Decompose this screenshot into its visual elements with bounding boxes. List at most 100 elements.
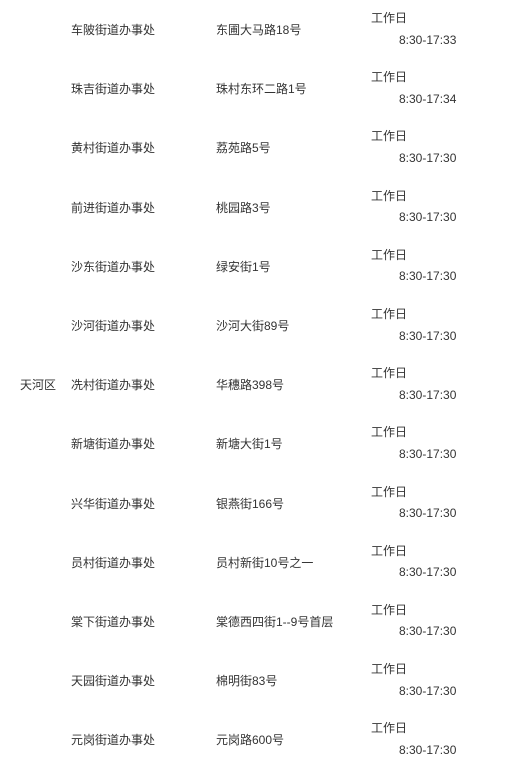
address-cell: 沙河大街89号 [210, 296, 365, 355]
table-row: 珠吉街道办事处 珠村东环二路1号 工作日8:30-17:34 [0, 59, 511, 118]
table-row: 沙河街道办事处 沙河大街89号 工作日8:30-17:30 [0, 296, 511, 355]
hours-label: 工作日 [371, 363, 505, 385]
hours-cell: 工作日8:30-17:30 [365, 296, 511, 355]
table-row: 沙东街道办事处绿安街1号工作日8:30-17:30 [0, 237, 511, 296]
hours-cell: 工作日8:30-17:30 [365, 710, 511, 769]
hours-time: 8:30-17:30 [371, 681, 505, 703]
office-cell: 兴华街道办事处 [65, 474, 210, 533]
office-name: 元岗街道办事处 [71, 733, 155, 747]
hours-label: 工作日 [371, 8, 505, 30]
address-text: 珠村东环二路1号 [216, 82, 307, 96]
address-cell: 荔苑路5号 [210, 118, 365, 177]
hours-time: 8:30-17:30 [371, 207, 505, 229]
hours-label: 工作日 [371, 422, 505, 444]
hours-time: 8:30-17:30 [371, 326, 505, 348]
address-text: 荔苑路5号 [216, 141, 271, 155]
hours-label: 工作日 [371, 718, 505, 740]
office-name: 新塘街道办事处 [71, 437, 155, 451]
hours-time: 8:30-17:34 [371, 89, 505, 111]
address-cell: 绿安街1号 [210, 237, 365, 296]
office-name: 冼村街道办事处 [71, 378, 155, 392]
address-text: 东圃大马路18号 [216, 23, 301, 37]
hours-cell: 工作日8:30-17:30 [365, 237, 511, 296]
hours-cell: 工作日8:30-17:30 [365, 474, 511, 533]
table-row: 天河区车陂街道办事处东圃大马路18号工作日8:30-17:33 [0, 0, 511, 59]
hours-label: 工作日 [371, 482, 505, 504]
table-row: 冼村街道办事处 华穗路398号 工作日8:30-17:30 [0, 355, 511, 414]
address-cell: 银燕街166号 [210, 474, 365, 533]
hours-label: 工作日 [371, 186, 505, 208]
hours-label: 工作日 [371, 67, 505, 89]
office-cell: 前进街道办事处 [65, 178, 210, 237]
office-name: 兴华街道办事处 [71, 497, 155, 511]
hours-label: 工作日 [371, 304, 505, 326]
table-row: 元岗街道办事处 元岗路600号 工作日8:30-17:30 [0, 710, 511, 769]
hours-time: 8:30-17:30 [371, 148, 505, 170]
hours-time: 8:30-17:30 [371, 444, 505, 466]
hours-time: 8:30-17:30 [371, 740, 505, 762]
hours-time: 8:30-17:30 [371, 503, 505, 525]
table-row: 棠下街道办事处 棠德西四街1--9号首层 工作日8:30-17:30 [0, 592, 511, 651]
address-text: 华穗路398号 [216, 378, 284, 392]
hours-label: 工作日 [371, 126, 505, 148]
hours-label: 工作日 [371, 600, 505, 622]
hours-cell: 工作日8:30-17:30 [365, 178, 511, 237]
address-text: 棠德西四街1--9号首层 [216, 615, 333, 629]
hours-cell: 工作日8:30-17:30 [365, 651, 511, 710]
hours-label: 工作日 [371, 245, 505, 267]
address-text: 新塘大街1号 [216, 437, 283, 451]
office-cell: 员村街道办事处 [65, 533, 210, 592]
office-name: 前进街道办事处 [71, 201, 155, 215]
hours-label: 工作日 [371, 659, 505, 681]
table-row: 天园街道办事处 棉明街83号 工作日8:30-17:30 [0, 651, 511, 710]
hours-cell: 工作日8:30-17:30 [365, 118, 511, 177]
office-name: 珠吉街道办事处 [71, 82, 155, 96]
address-cell: 东圃大马路18号 [210, 0, 365, 59]
office-cell: 沙河街道办事处 [65, 296, 210, 355]
hours-time: 8:30-17:30 [371, 562, 505, 584]
office-cell: 黄村街道办事处 [65, 118, 210, 177]
office-cell: 棠下街道办事处 [65, 592, 210, 651]
address-cell: 桃园路3号 [210, 178, 365, 237]
office-name: 沙河街道办事处 [71, 319, 155, 333]
office-name: 员村街道办事处 [71, 556, 155, 570]
district-cell: 天河区 [0, 0, 65, 769]
address-text: 桃园路3号 [216, 201, 271, 215]
office-name: 黄村街道办事处 [71, 141, 155, 155]
address-cell: 员村新街10号之一 [210, 533, 365, 592]
address-cell: 元岗路600号 [210, 710, 365, 769]
address-text: 沙河大街89号 [216, 319, 289, 333]
office-name: 棠下街道办事处 [71, 615, 155, 629]
hours-time: 8:30-17:30 [371, 621, 505, 643]
office-cell: 元岗街道办事处 [65, 710, 210, 769]
table-row: 兴华街道办事处 银燕街166号 工作日8:30-17:30 [0, 474, 511, 533]
hours-label: 工作日 [371, 541, 505, 563]
address-text: 员村新街10号之一 [216, 556, 313, 570]
office-table: 天河区车陂街道办事处东圃大马路18号工作日8:30-17:33珠吉街道办事处珠村… [0, 0, 511, 769]
district-label: 天河区 [20, 378, 56, 392]
hours-cell: 工作日8:30-17:30 [365, 592, 511, 651]
hours-cell: 工作日8:30-17:33 [365, 0, 511, 59]
table-row: 黄村街道办事处 荔苑路5号 工作日8:30-17:30 [0, 118, 511, 177]
address-cell: 华穗路398号 [210, 355, 365, 414]
address-text: 棉明街83号 [216, 674, 277, 688]
hours-cell: 工作日8:30-17:34 [365, 59, 511, 118]
office-cell: 车陂街道办事处 [65, 0, 210, 59]
office-cell: 天园街道办事处 [65, 651, 210, 710]
address-cell: 棉明街83号 [210, 651, 365, 710]
table-row: 员村街道办事处 员村新街10号之一 工作日8:30-17:30 [0, 533, 511, 592]
address-text: 元岗路600号 [216, 733, 284, 747]
hours-time: 8:30-17:30 [371, 385, 505, 407]
address-cell: 珠村东环二路1号 [210, 59, 365, 118]
table-row: 前进街道办事处 桃园路3号 工作日8:30-17:30 [0, 178, 511, 237]
office-cell: 冼村街道办事处 [65, 355, 210, 414]
office-cell: 珠吉街道办事处 [65, 59, 210, 118]
hours-time: 8:30-17:30 [371, 266, 505, 288]
address-cell: 新塘大街1号 [210, 414, 365, 473]
office-cell: 新塘街道办事处 [65, 414, 210, 473]
hours-cell: 工作日8:30-17:30 [365, 533, 511, 592]
address-text: 绿安街1号 [216, 260, 271, 274]
hours-time: 8:30-17:33 [371, 30, 505, 52]
address-text: 银燕街166号 [216, 497, 284, 511]
office-name: 天园街道办事处 [71, 674, 155, 688]
